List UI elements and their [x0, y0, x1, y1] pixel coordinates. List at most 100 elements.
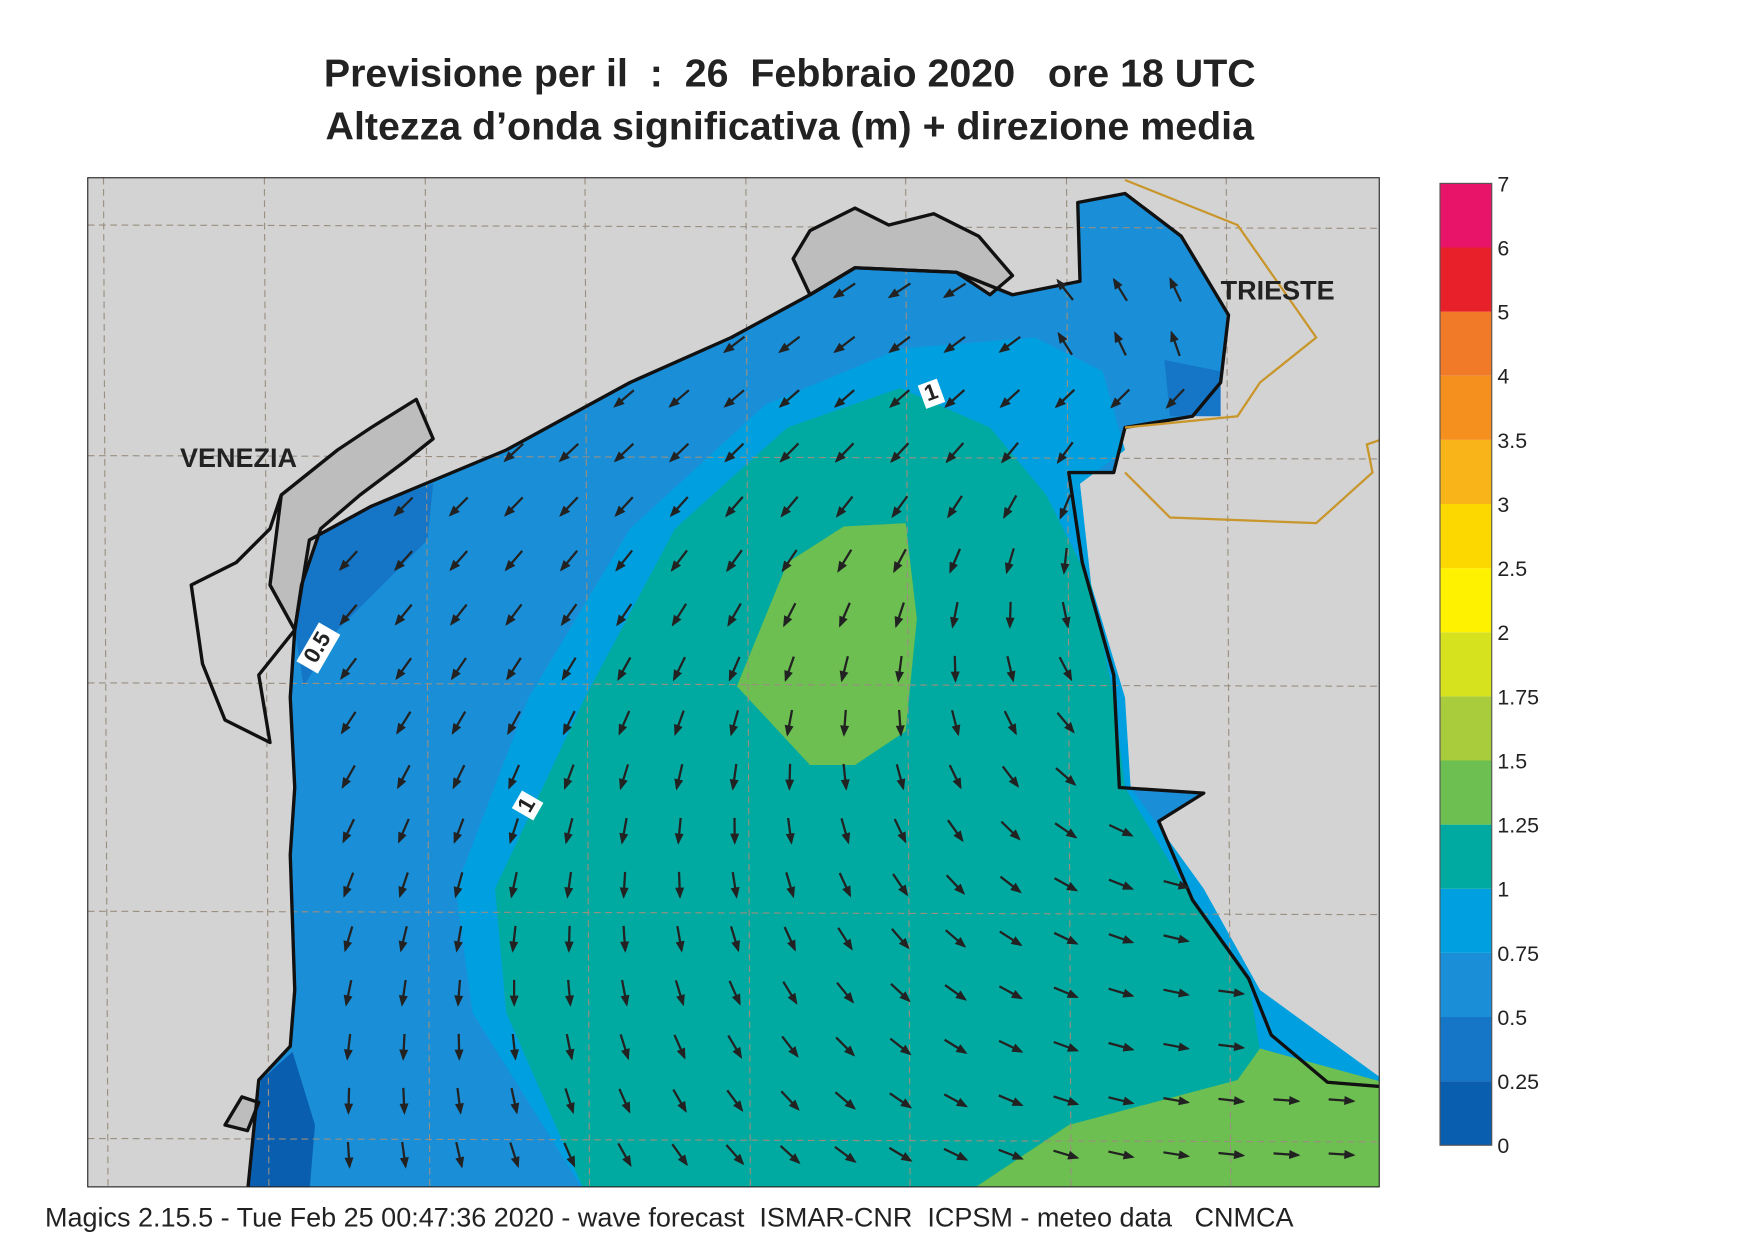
arrow-head	[1114, 331, 1124, 344]
legend-label: 3.5	[1497, 429, 1527, 453]
arrow-head	[730, 886, 740, 899]
arrow-head	[675, 940, 685, 953]
grid-line	[87, 224, 1380, 229]
arrow-head	[343, 994, 353, 1007]
arrow-head	[843, 992, 855, 1004]
arrow-head	[949, 561, 958, 574]
arrow-head	[781, 560, 792, 573]
arrow-head	[1056, 278, 1067, 291]
arrow-head	[620, 941, 630, 953]
arrow-head	[1177, 934, 1190, 944]
arrow-head	[1011, 989, 1024, 1000]
arrow-head	[668, 397, 680, 408]
arrow-head	[842, 885, 852, 898]
legend-swatch	[1440, 568, 1492, 633]
arrow-head	[727, 614, 737, 627]
arrow-head	[1066, 1043, 1080, 1052]
arrow-head	[1011, 1097, 1024, 1106]
arrow-head	[947, 506, 958, 519]
arrow-head	[1233, 1096, 1246, 1106]
arrow-head	[888, 342, 901, 354]
footer: Magics 2.15.5 - Tue Feb 25 00:47:36 2020…	[45, 1202, 1294, 1232]
arrow-head	[1059, 507, 1069, 520]
arrow-head	[505, 614, 516, 626]
arrow-head	[619, 832, 629, 845]
arrow-head	[619, 778, 628, 791]
legend-swatch	[1440, 696, 1492, 761]
arrow-head	[1165, 397, 1177, 409]
arrow-head	[449, 614, 461, 626]
arrow-head	[943, 342, 956, 353]
arrow-head	[508, 777, 517, 790]
subtitle: Altezza d’onda significativa (m) + direz…	[326, 105, 1256, 149]
arrow-head	[898, 937, 910, 950]
arrow-head	[723, 397, 736, 408]
arrow-head	[1064, 721, 1075, 734]
legend-swatch	[1440, 439, 1492, 504]
arrow-head	[1065, 828, 1078, 839]
arrow-head	[617, 669, 627, 682]
legend-swatch	[1440, 824, 1492, 889]
legend-swatch	[1440, 504, 1492, 569]
arrow-head	[733, 1153, 745, 1166]
arrow-head	[564, 832, 573, 845]
arrow-head	[563, 777, 573, 790]
arrow-head	[560, 614, 571, 627]
arrow-head	[950, 671, 960, 683]
arrow-head	[669, 505, 681, 518]
arrow-head	[621, 1101, 631, 1114]
arrow-head	[1009, 829, 1021, 841]
arrow-head	[677, 1100, 687, 1113]
lagoon	[268, 397, 435, 632]
arrow-head	[844, 1045, 856, 1057]
arrow-head	[613, 397, 625, 408]
arrow-head	[1060, 563, 1070, 575]
arrow-head	[450, 668, 461, 681]
arrow-head	[1066, 989, 1079, 998]
arrow-head	[1122, 988, 1135, 998]
arrow-head	[454, 1103, 464, 1115]
arrow-head	[622, 1154, 632, 1168]
arrow-head	[732, 1046, 743, 1059]
arrow-head	[1000, 451, 1012, 464]
arrow-head	[674, 833, 684, 845]
arrow-head	[343, 940, 353, 953]
arrow-head	[342, 831, 352, 844]
arrow-head	[778, 397, 791, 408]
arrow-head	[837, 560, 847, 573]
arrow-head	[783, 615, 793, 628]
arrow-head	[613, 451, 626, 463]
arrow-head	[1288, 1096, 1301, 1105]
arrow-head	[1233, 1042, 1246, 1052]
frame	[87, 177, 1380, 1188]
arrow-head	[394, 614, 406, 626]
arrow-head	[503, 451, 515, 463]
arrow-head	[724, 451, 736, 463]
arrow-head	[731, 940, 740, 953]
arrow-head	[620, 994, 630, 1007]
arrow-head	[844, 1099, 857, 1110]
arrow-head	[788, 1046, 799, 1058]
arrow-head	[1010, 936, 1023, 947]
sea-darkest	[248, 1051, 315, 1187]
legend-frame	[1439, 182, 1493, 1146]
arrow-head	[674, 778, 684, 791]
arrow-head	[899, 1044, 912, 1056]
legend-swatch	[1440, 952, 1492, 1017]
arrow-head	[784, 724, 794, 737]
border	[1124, 178, 1380, 525]
arrow-head	[1344, 1149, 1356, 1159]
arrow-head	[674, 723, 683, 736]
arrow-head	[340, 722, 351, 735]
arrow-head	[832, 288, 845, 299]
arrow-head	[621, 1048, 630, 1061]
arrow-head	[1344, 1095, 1356, 1105]
arrow-head	[1057, 331, 1068, 344]
arrow-head	[834, 451, 846, 463]
legend-label: 4	[1497, 365, 1509, 389]
arrow-head	[510, 1102, 520, 1115]
arrow-head	[455, 1156, 465, 1169]
arrow-head	[840, 725, 850, 737]
contour-label: 1	[917, 378, 946, 409]
